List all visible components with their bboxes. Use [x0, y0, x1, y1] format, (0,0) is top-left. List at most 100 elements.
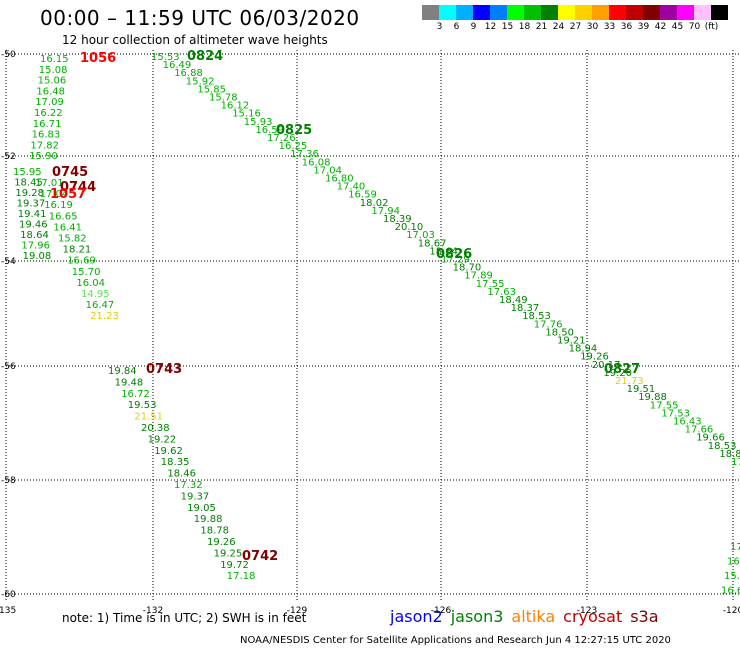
wave-height-value: 15.95: [13, 167, 42, 178]
wave-height-value: 18.49: [499, 295, 528, 306]
wave-height-value: 18.67: [418, 238, 447, 249]
wave-height-value: 17.29: [441, 255, 470, 266]
color-swatch: [609, 5, 626, 20]
wave-height-value: 17.01: [35, 178, 64, 189]
color-swatch: [643, 5, 660, 20]
latitude-label: -56: [1, 362, 16, 372]
wave-height-value: 16.59: [348, 190, 377, 201]
wave-height-value: 20.17: [592, 360, 621, 371]
wave-height-value: 15.08: [39, 65, 68, 76]
wave-height-value: 19.37: [181, 491, 210, 502]
wave-height-value: 16: [727, 557, 740, 568]
wave-height-value: 16.69: [67, 256, 96, 267]
wave-height-value: 17.32: [174, 480, 203, 491]
color-scale-label: 9: [470, 22, 477, 32]
map-grid: [5, 50, 740, 600]
wave-height-value: 18.70: [453, 263, 482, 274]
wave-height-value: 16.72: [121, 389, 150, 400]
color-scale-label: 12: [484, 22, 497, 32]
wave-height-value: 17: [730, 542, 740, 553]
wave-height-value: 18.64: [429, 246, 458, 257]
pass-time-label: 0744: [60, 180, 96, 195]
wave-height-value: 17.36: [290, 149, 319, 160]
color-scale-label: 42: [654, 22, 667, 32]
color-swatch: [592, 5, 609, 20]
wave-height-value: 21.23: [90, 311, 119, 322]
wave-height-value: 16.25: [279, 141, 308, 152]
color-swatch: [490, 5, 507, 20]
wave-height-value: 17.04: [40, 189, 69, 200]
wave-height-value: 18.45: [14, 178, 43, 189]
footer-note: note: 1) Time is in UTC; 2) SWH is in fe…: [62, 611, 307, 625]
color-scale-label: 24: [552, 22, 565, 32]
wave-height-value: 19.66: [696, 433, 725, 444]
wave-height-value: 15.82: [58, 234, 87, 245]
wave-height-labels: 15.5316.4916.8815.9215.8515.7816.1215.16…: [13, 49, 740, 597]
wave-height-value: 19.21: [557, 336, 586, 347]
wave-height-value: 18.53: [708, 441, 737, 452]
wave-height-value: 17.04: [313, 165, 342, 176]
longitude-label: -126: [431, 606, 452, 616]
wave-height-value: 15.90: [29, 151, 58, 162]
color-swatch: [558, 5, 575, 20]
wave-height-value: 17.96: [21, 241, 50, 252]
color-swatch: [541, 5, 558, 20]
wave-height-value: 16.71: [33, 119, 62, 130]
latitude-label: -58: [1, 476, 16, 486]
wave-height-value: 19.84: [108, 366, 137, 377]
longitude-label: -123: [577, 606, 597, 616]
pass-time-label: 1057: [50, 187, 86, 202]
wave-height-value: 14.95: [81, 289, 110, 300]
wave-height-value: 18.80: [719, 449, 740, 460]
wave-height-value: 20.38: [141, 423, 170, 434]
wave-height-value: 18.64: [20, 230, 49, 241]
wave-height-value: 16.48: [36, 86, 65, 97]
page-title: 00:00 – 11:59 UTC 06/03/2020: [40, 6, 360, 30]
color-scale-label: 27: [569, 22, 582, 32]
wave-height-value: 16.63: [721, 586, 740, 597]
wave-height-value: 19.20: [603, 368, 632, 379]
legend-item-jason3: jason3: [450, 607, 504, 626]
wave-height-value: 17.76: [534, 319, 563, 330]
color-swatch: [677, 5, 694, 20]
wave-height-value: 17.09: [35, 97, 64, 108]
wave-height-value: 19.88: [638, 392, 667, 403]
wave-height-value: 17.82: [30, 140, 59, 151]
latitude-label: -52: [1, 152, 16, 162]
wave-height-value: 19.28: [15, 188, 44, 199]
color-swatch: [575, 5, 592, 20]
wave-height-value: 15.93: [244, 117, 273, 128]
legend-item-jason2: jason2: [390, 607, 443, 626]
latitude-label: -50: [1, 50, 16, 60]
wave-height-value: 16.41: [53, 222, 82, 233]
wave-height-value: 19.41: [18, 209, 47, 220]
legend-item-altika: altika: [511, 607, 556, 626]
color-scale-label: 3: [436, 22, 443, 32]
color-swatch: [439, 5, 456, 20]
color-swatch: [507, 5, 524, 20]
wave-height-value: 17: [731, 457, 740, 468]
wave-height-value: 15.78: [209, 93, 238, 104]
longitude-label: -129: [287, 606, 308, 616]
wave-height-value: 19.26: [580, 352, 609, 363]
wave-height-value: 19.51: [627, 384, 656, 395]
wave-height-value: 19.26: [207, 537, 236, 548]
wave-height-value: 16.22: [34, 108, 63, 119]
wave-height-value: 19.46: [19, 220, 48, 231]
pass-time-label: 0827: [604, 362, 640, 377]
wave-height-value: 16.04: [76, 278, 105, 289]
color-scale-label: (ft): [704, 22, 719, 32]
legend-item-cryosat: cryosat: [563, 607, 623, 626]
page-subtitle: 12 hour collection of altimeter wave hei…: [62, 33, 328, 47]
axis-labels: -135 -132 -129 -126 -123 -120 -50 -52 -54 -56 -58 -…: [0, 50, 740, 616]
color-scale-label: 36: [620, 22, 633, 32]
wave-height-value: 18.78: [200, 526, 229, 537]
wave-height-value: 16.83: [32, 130, 61, 141]
wave-height-value: 18.21: [63, 245, 92, 256]
wave-height-value: 19.72: [220, 560, 249, 571]
pass-time-label: 0824: [187, 49, 223, 64]
latitude-label: -54: [1, 257, 16, 267]
color-scale-label: 70: [688, 22, 701, 32]
wave-height-value: 16.43: [673, 417, 702, 428]
